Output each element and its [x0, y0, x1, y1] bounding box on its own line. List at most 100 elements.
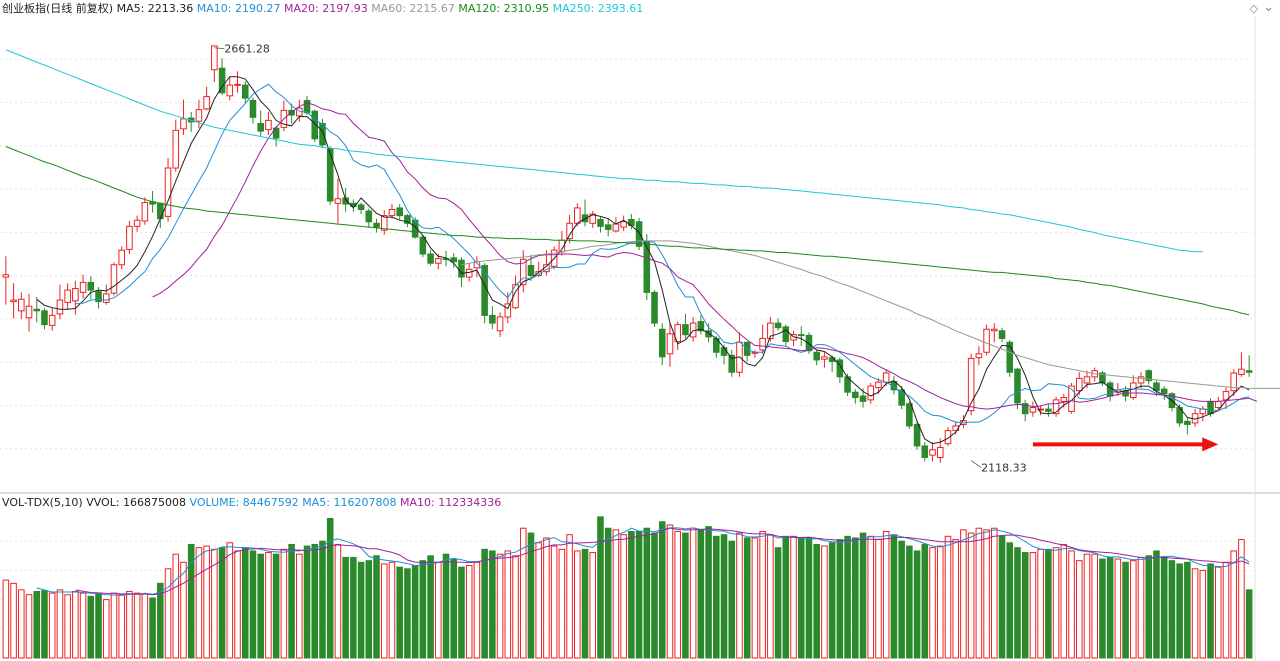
candle-body — [211, 45, 218, 71]
candle-body — [1068, 385, 1075, 412]
marker-leader — [214, 47, 225, 50]
candle-body — [527, 265, 535, 276]
candle-body — [411, 219, 419, 238]
candle — [141, 197, 149, 225]
candle-body — [898, 389, 905, 406]
volume-bar — [365, 560, 373, 659]
volume-bar — [628, 530, 635, 659]
volume-bar — [1214, 566, 1222, 659]
candle-body — [396, 207, 403, 217]
candle — [218, 58, 226, 96]
volume-bar — [574, 550, 581, 659]
volume-bar — [64, 594, 71, 659]
volume-bar — [1145, 555, 1153, 659]
candle — [126, 220, 133, 254]
candle — [280, 100, 288, 132]
candle — [458, 257, 465, 288]
volume-bar — [350, 556, 357, 659]
volume-bar — [774, 547, 782, 659]
volume-bar — [512, 555, 519, 659]
candle — [967, 353, 975, 416]
volume-bar — [1222, 561, 1230, 659]
volume-bar — [658, 521, 666, 659]
candle — [1083, 370, 1091, 389]
candle-body — [813, 351, 820, 361]
candle — [1037, 405, 1044, 416]
candle-body — [388, 208, 396, 217]
candle-body — [489, 314, 496, 324]
volume-bar — [380, 563, 388, 659]
volume-bar — [1176, 563, 1183, 659]
candle — [1099, 370, 1106, 387]
volume-bar — [751, 537, 759, 659]
candle-body — [612, 223, 620, 232]
candle — [1052, 396, 1060, 417]
volume-bar — [929, 547, 936, 659]
candle-body — [195, 109, 203, 122]
candle-body — [651, 291, 658, 324]
candle-body — [1238, 368, 1245, 376]
candle-body — [519, 258, 527, 286]
candle-body — [404, 215, 411, 224]
candle — [944, 426, 952, 446]
chart-title: 创业板指(日线 前复权) — [2, 1, 117, 15]
candle-body — [481, 265, 488, 316]
candle — [18, 292, 25, 320]
candle-body — [921, 445, 929, 458]
candle — [1014, 367, 1021, 410]
candle-body — [535, 271, 542, 276]
candle-body — [574, 207, 581, 224]
candle — [33, 296, 41, 323]
candle-body — [635, 221, 643, 247]
volume-bar — [241, 547, 249, 659]
candle — [589, 211, 597, 228]
candle-body — [643, 240, 651, 293]
candle-body — [1153, 382, 1160, 392]
candle — [759, 324, 766, 354]
legend-item: MA250: 2393.61 — [553, 2, 644, 15]
volume-bar — [944, 535, 952, 659]
candle — [110, 262, 118, 296]
volume-bar — [913, 550, 921, 659]
candle — [102, 284, 110, 305]
candle-body — [41, 310, 48, 326]
candle-body — [720, 347, 728, 356]
volume-bar — [149, 597, 156, 659]
volume-bar — [481, 548, 488, 659]
candle-body — [380, 215, 388, 231]
candle — [411, 217, 419, 239]
candle-body — [435, 258, 442, 264]
volume-bar — [975, 527, 983, 659]
volume-bar — [489, 550, 496, 659]
candle — [489, 306, 496, 330]
candle-body — [419, 236, 427, 255]
volume-bar — [1191, 568, 1199, 659]
volume-bar — [1114, 558, 1122, 659]
candle-body — [1021, 403, 1029, 415]
candle-body — [95, 291, 102, 303]
legend-item: MA120: 2310.95 — [458, 2, 552, 15]
chevron-down-icon[interactable]: ⌄ — [1263, 0, 1274, 15]
red-arrow — [1032, 437, 1219, 452]
candle-body — [589, 213, 597, 224]
candle — [604, 219, 612, 237]
volume-bar — [1052, 547, 1060, 659]
candle-body — [465, 268, 473, 278]
volume-bar — [1238, 539, 1245, 659]
ma-line-ma10 — [75, 83, 1250, 424]
candle — [875, 378, 882, 394]
candle-body — [450, 257, 458, 263]
candle-body — [241, 84, 249, 99]
candle — [1245, 355, 1253, 377]
candle — [813, 349, 820, 366]
diamond-icon[interactable]: ◇ — [1249, 2, 1258, 15]
volume-bar — [535, 542, 542, 659]
candle — [913, 421, 921, 450]
moving-averages — [5, 49, 1280, 445]
candle-body — [326, 148, 334, 202]
candle-body — [2, 274, 10, 278]
ma-line-ma250 — [5, 49, 1203, 253]
candle-body — [303, 99, 311, 114]
